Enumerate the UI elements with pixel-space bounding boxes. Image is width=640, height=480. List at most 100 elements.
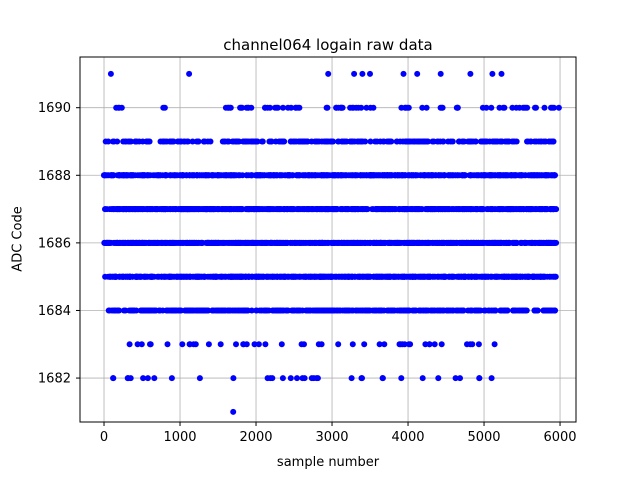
data-point	[549, 104, 556, 111]
data-point	[102, 138, 109, 145]
data-point	[280, 104, 286, 111]
data-point	[244, 206, 251, 213]
data-point	[413, 138, 420, 145]
data-point	[483, 138, 490, 145]
data-point	[327, 307, 334, 314]
data-point	[528, 206, 535, 213]
data-point	[210, 172, 217, 179]
grid-layer	[80, 57, 576, 422]
data-point	[531, 239, 538, 246]
data-point	[506, 239, 512, 246]
data-point	[148, 239, 155, 246]
x-tick-label: 4000	[391, 430, 424, 445]
data-point	[522, 104, 529, 111]
data-point	[277, 273, 284, 280]
data-point	[404, 104, 411, 111]
data-point	[436, 239, 443, 246]
data-point	[206, 273, 213, 280]
data-point	[532, 307, 539, 314]
data-point	[357, 206, 364, 213]
data-point	[524, 138, 530, 145]
data-point	[259, 239, 265, 246]
data-point	[107, 70, 114, 77]
data-point	[521, 239, 528, 246]
data-point	[358, 375, 365, 382]
data-point	[314, 273, 321, 280]
data-point	[391, 307, 398, 314]
data-point	[195, 307, 202, 314]
data-point	[334, 307, 341, 314]
data-point	[384, 172, 391, 179]
data-point	[161, 104, 168, 111]
data-point	[114, 206, 121, 213]
data-point	[322, 172, 329, 179]
data-point	[437, 70, 444, 77]
data-point	[141, 273, 148, 280]
data-point	[192, 341, 199, 348]
data-point	[416, 239, 423, 246]
data-point	[461, 239, 468, 246]
data-point	[324, 104, 331, 111]
data-point	[300, 239, 307, 246]
data-point	[185, 138, 192, 145]
data-point	[217, 341, 224, 348]
chart-title: channel064 logain raw data	[223, 36, 433, 54]
data-point	[144, 138, 151, 145]
data-point	[308, 206, 315, 213]
data-point	[214, 307, 221, 314]
data-point	[149, 273, 156, 280]
data-point	[426, 172, 432, 179]
data-point	[114, 239, 121, 246]
data-point	[156, 307, 163, 314]
data-point	[278, 341, 285, 348]
data-point	[546, 138, 553, 145]
data-point	[396, 206, 403, 213]
data-point	[168, 375, 175, 382]
data-point	[551, 273, 558, 280]
data-point	[498, 307, 504, 314]
data-point	[367, 138, 374, 145]
data-point	[358, 138, 365, 145]
data-point	[352, 206, 358, 213]
data-point	[477, 307, 484, 314]
data-point	[327, 138, 334, 145]
data-point	[139, 239, 146, 246]
data-point	[449, 138, 456, 145]
data-point	[133, 138, 140, 145]
data-point	[379, 375, 386, 382]
data-point	[138, 206, 145, 213]
data-point	[367, 239, 374, 246]
data-point	[329, 273, 336, 280]
data-point	[116, 104, 123, 111]
data-point	[423, 307, 429, 314]
data-point	[179, 341, 186, 348]
data-point	[210, 206, 217, 213]
data-point	[121, 239, 128, 246]
data-point	[305, 172, 312, 179]
data-point	[400, 70, 407, 77]
data-point	[475, 239, 482, 246]
data-point	[231, 307, 238, 314]
data-point	[468, 273, 475, 280]
data-point	[279, 375, 286, 382]
y-tick-label: 1684	[38, 304, 71, 319]
data-point	[412, 206, 419, 213]
data-point	[401, 239, 408, 246]
data-point	[460, 307, 467, 314]
data-point	[378, 239, 385, 246]
data-point	[304, 206, 311, 213]
data-point	[259, 138, 265, 145]
x-axis-label: sample number	[276, 455, 380, 470]
data-point	[423, 104, 430, 111]
data-point	[412, 239, 419, 246]
data-point	[530, 172, 537, 179]
data-point	[296, 172, 303, 179]
data-point	[426, 341, 433, 348]
x-tick-label: 2000	[239, 430, 272, 445]
data-point	[406, 138, 413, 145]
data-point	[491, 239, 498, 246]
data-point	[262, 341, 269, 348]
data-point	[279, 307, 286, 314]
